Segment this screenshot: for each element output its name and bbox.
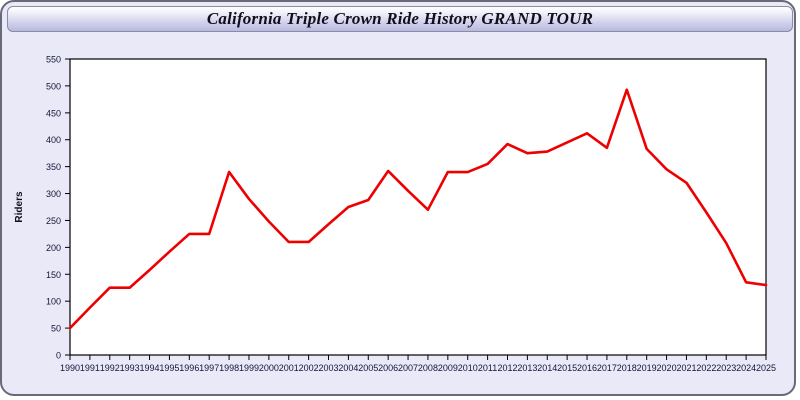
series-line-riders	[68, 88, 768, 330]
x-tick-label: 2001	[279, 363, 299, 373]
y-tick-label: 200	[46, 243, 61, 253]
y-tick-label: 0	[56, 351, 61, 361]
y-tick-label: 450	[46, 108, 61, 118]
x-tick-label: 2017	[597, 363, 617, 373]
y-tick-label: 300	[46, 189, 61, 199]
x-tick-label: 2019	[637, 363, 657, 373]
plot-background	[70, 59, 766, 355]
x-tick-label: 2010	[458, 363, 478, 373]
x-tick-label: 2016	[577, 363, 597, 373]
x-tick-label: 2002	[299, 363, 319, 373]
x-tick-label: 2004	[338, 363, 358, 373]
x-tick-label: 2013	[517, 363, 537, 373]
y-tick-label: 400	[46, 135, 61, 145]
chart-title-bar: California Triple Crown Ride History GRA…	[7, 6, 793, 32]
x-tick-label: 2021	[676, 363, 696, 373]
x-tick-label: 1992	[100, 363, 120, 373]
x-tick-label: 2015	[557, 363, 577, 373]
x-tick-label: 2000	[259, 363, 279, 373]
x-tick-label: 2005	[358, 363, 378, 373]
y-axis-ticks: 0 50 100 150 200 250 300 350 400 450 500 550	[46, 55, 70, 361]
x-tick-label: 2022	[696, 363, 716, 373]
y-tick-label: 550	[46, 55, 61, 65]
x-axis-ticks: 1990 1991 1992 1993 1994 1995 1996 1997 1998 1999…	[60, 355, 776, 373]
x-tick-label: 1997	[199, 363, 219, 373]
x-tick-label: 2003	[318, 363, 338, 373]
x-tick-label: 2008	[418, 363, 438, 373]
y-tick-label: 250	[46, 216, 61, 226]
plot-area: 0 50 100 150 200 250 300 350 400 450 500 550 1990 19…	[2, 32, 794, 394]
x-tick-label: 2018	[617, 363, 637, 373]
x-tick-label: 2014	[537, 363, 557, 373]
x-tick-label: 1999	[239, 363, 259, 373]
x-tick-label: 1993	[120, 363, 140, 373]
y-tick-label: 500	[46, 81, 61, 91]
x-tick-label: 2009	[438, 363, 458, 373]
x-tick-label: 1996	[179, 363, 199, 373]
x-tick-label: 1994	[140, 363, 160, 373]
x-tick-label: 2023	[716, 363, 736, 373]
x-tick-label: 2007	[398, 363, 418, 373]
x-tick-label: 1990	[60, 363, 80, 373]
y-tick-label: 50	[51, 324, 61, 334]
x-tick-label: 2006	[378, 363, 398, 373]
data-series	[68, 88, 768, 330]
axis-lines	[69, 58, 767, 356]
x-tick-label: 2025	[756, 363, 776, 373]
x-tick-label: 2011	[478, 363, 497, 373]
y-axis-label: Riders	[14, 191, 25, 223]
y-tick-label: 100	[46, 297, 61, 307]
y-tick-label: 150	[46, 270, 61, 280]
x-tick-label: 2020	[657, 363, 677, 373]
x-tick-label: 1998	[219, 363, 239, 373]
x-tick-label: 2012	[497, 363, 517, 373]
y-axis-title: Riders	[14, 191, 25, 223]
x-tick-label: 1991	[80, 363, 100, 373]
x-tick-label: 2024	[736, 363, 756, 373]
x-tick-label: 1995	[159, 363, 179, 373]
page-title: California Triple Crown Ride History GRA…	[206, 9, 594, 28]
y-tick-label: 350	[46, 162, 61, 172]
